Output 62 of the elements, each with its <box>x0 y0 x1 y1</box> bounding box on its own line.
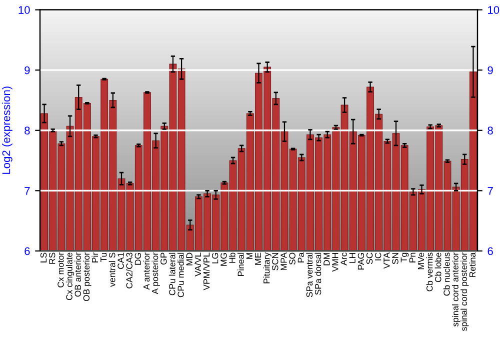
x-tick-label: VA/VL <box>194 252 202 276</box>
y-tick-label: 10 <box>18 6 30 14</box>
y-tick-label: 6 <box>24 247 30 256</box>
x-tick-label: DM <box>324 253 330 266</box>
x-tick-label: Tu <box>100 252 107 262</box>
y2-tick-label: 10 <box>488 6 500 14</box>
x-tick-label: SCN <box>272 253 278 270</box>
x-tick-label: SN <box>392 253 398 264</box>
x-tick-label: SPa dorsal <box>314 252 322 295</box>
y-axis-title: Log2 (expression) <box>2 86 12 174</box>
x-tick-label: Pir <box>92 252 98 262</box>
x-tick-label: VTA <box>384 252 390 269</box>
x-tick-label: LS <box>40 252 47 262</box>
x-tick-label: LH <box>349 253 356 263</box>
x-tick-label: LG <box>212 252 218 264</box>
x-tick-label: RS <box>49 252 56 264</box>
x-tick-label: CA1 <box>118 252 124 269</box>
x-tick-label: MVe <box>418 252 424 270</box>
x-tick-label: ventral S <box>108 252 116 287</box>
x-tick-label: Cb nucleus <box>443 252 450 296</box>
x-tick-label: spinal cord posterior <box>460 252 469 331</box>
x-tick-label: CA2/CA3 <box>126 252 132 288</box>
y2-tick-label: 6 <box>488 247 493 256</box>
x-tick-label: ME <box>254 252 262 265</box>
x-tick-label: IC <box>375 252 382 260</box>
x-tick-label: VPM/VPL <box>203 252 210 290</box>
x-tick-label: SPa ventral <box>306 252 313 298</box>
x-tick-label: A posterior <box>152 252 160 294</box>
x-tick-label: Pituitary <box>263 252 272 284</box>
x-tick-label: GP <box>160 252 167 265</box>
x-tick-label: CPu medial <box>177 252 184 298</box>
x-tick-label: Hb <box>228 252 236 263</box>
x-tick-label: Retina <box>469 252 476 277</box>
y-tick-label: 8 <box>24 126 30 135</box>
x-tick-label: OB posterior <box>83 252 92 302</box>
x-tick-label: Cx motor <box>58 252 64 288</box>
y2-tick-label: 7 <box>488 187 493 195</box>
y2-tick-label: 9 <box>488 66 493 74</box>
x-tick-label: M <box>246 253 252 259</box>
x-tick-label: MD <box>186 252 192 266</box>
x-tick-label: Cb lobe <box>434 252 442 282</box>
x-tick-label: PAG <box>358 252 364 270</box>
y-tick-label: 9 <box>24 66 30 74</box>
x-tick-label: Pineal <box>238 252 244 276</box>
x-tick-label: Pa <box>298 252 304 262</box>
x-tick-label: A anterior <box>143 252 150 290</box>
x-tick-label: CPu lateral <box>168 252 176 296</box>
x-tick-label: MG <box>220 252 227 266</box>
x-tick-label: spinal cord anterior <box>452 252 460 327</box>
x-tick-label: Pn <box>409 252 416 262</box>
x-tick-label: Cb vermis <box>426 252 433 292</box>
x-tick-label: Arc <box>340 252 347 266</box>
x-tick-label: DG <box>134 252 141 265</box>
y-tick-label: 7 <box>24 187 30 195</box>
x-tick-label: MPA <box>280 252 287 270</box>
x-tick-label: SO <box>289 252 296 265</box>
y2-tick-label: 8 <box>488 126 493 135</box>
x-tick-label: OB anterior <box>74 252 81 297</box>
x-tick-label: Cx cingulate <box>66 252 74 300</box>
x-tick-label: VMH <box>332 253 338 272</box>
x-tick-label: Tg <box>400 252 409 262</box>
x-tick-label: SC <box>366 252 373 264</box>
